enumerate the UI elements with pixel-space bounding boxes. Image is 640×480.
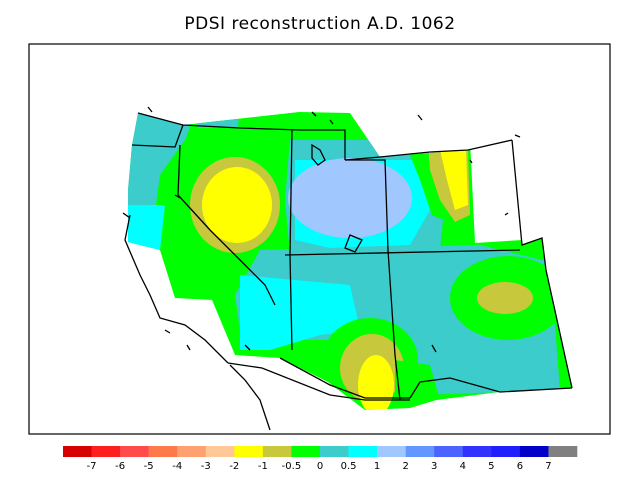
colorbar-label: 4: [460, 461, 466, 472]
colorbar-swatch: [405, 446, 435, 457]
colorbar-label: -7: [87, 461, 97, 472]
colorbar-swatch: [291, 446, 321, 457]
colorbar-swatch: [177, 446, 207, 457]
colorbar-swatch: [320, 446, 349, 457]
colorbar-label: -6: [115, 461, 125, 472]
colorbar-swatch: [120, 446, 149, 457]
colorbar-swatch: [91, 446, 121, 457]
colorbar-label: 6: [517, 461, 523, 472]
colorbar-labels: -7 -6 -5 -4 -3 -2 -1 -0.5 0 0.5 1 2 3 4 5 6 7: [87, 461, 552, 472]
colorbar-label: -0.5: [282, 461, 302, 472]
colorbar-swatches: [63, 446, 578, 457]
colorbar-label: -4: [172, 461, 182, 472]
colorbar-swatch: [519, 446, 549, 457]
colorbar-swatch: [462, 446, 492, 457]
colorbar-swatch: [205, 446, 235, 457]
colorbar-label: -5: [144, 461, 154, 472]
colorbar-label: 2: [402, 461, 408, 472]
colorbar-swatch: [148, 446, 178, 457]
colorbar-swatch: [348, 446, 378, 457]
colorbar-label: -2: [229, 461, 239, 472]
colorbar-swatch: [262, 446, 292, 457]
colorbar-label: 0.5: [341, 461, 357, 472]
colorbar-label: 3: [431, 461, 437, 472]
colorbar-label: 1: [374, 461, 380, 472]
colorbar-label: -3: [201, 461, 211, 472]
colorbar-swatch: [491, 446, 521, 457]
colorbar-swatch: [377, 446, 406, 457]
colorbar-label: 5: [488, 461, 494, 472]
map-title: PDSI reconstruction A.D. 1062: [184, 14, 456, 34]
colorbar-label: 7: [545, 461, 551, 472]
map-border: [28, 43, 611, 435]
colorbar-swatch: [63, 446, 92, 457]
colorbar-label: -1: [258, 461, 268, 472]
colorbar-swatch: [434, 446, 464, 457]
boundaries: [122, 106, 573, 431]
colorbar-label: 0: [317, 461, 323, 472]
colorbar-swatch: [548, 446, 578, 457]
colorbar-swatch: [234, 446, 264, 457]
